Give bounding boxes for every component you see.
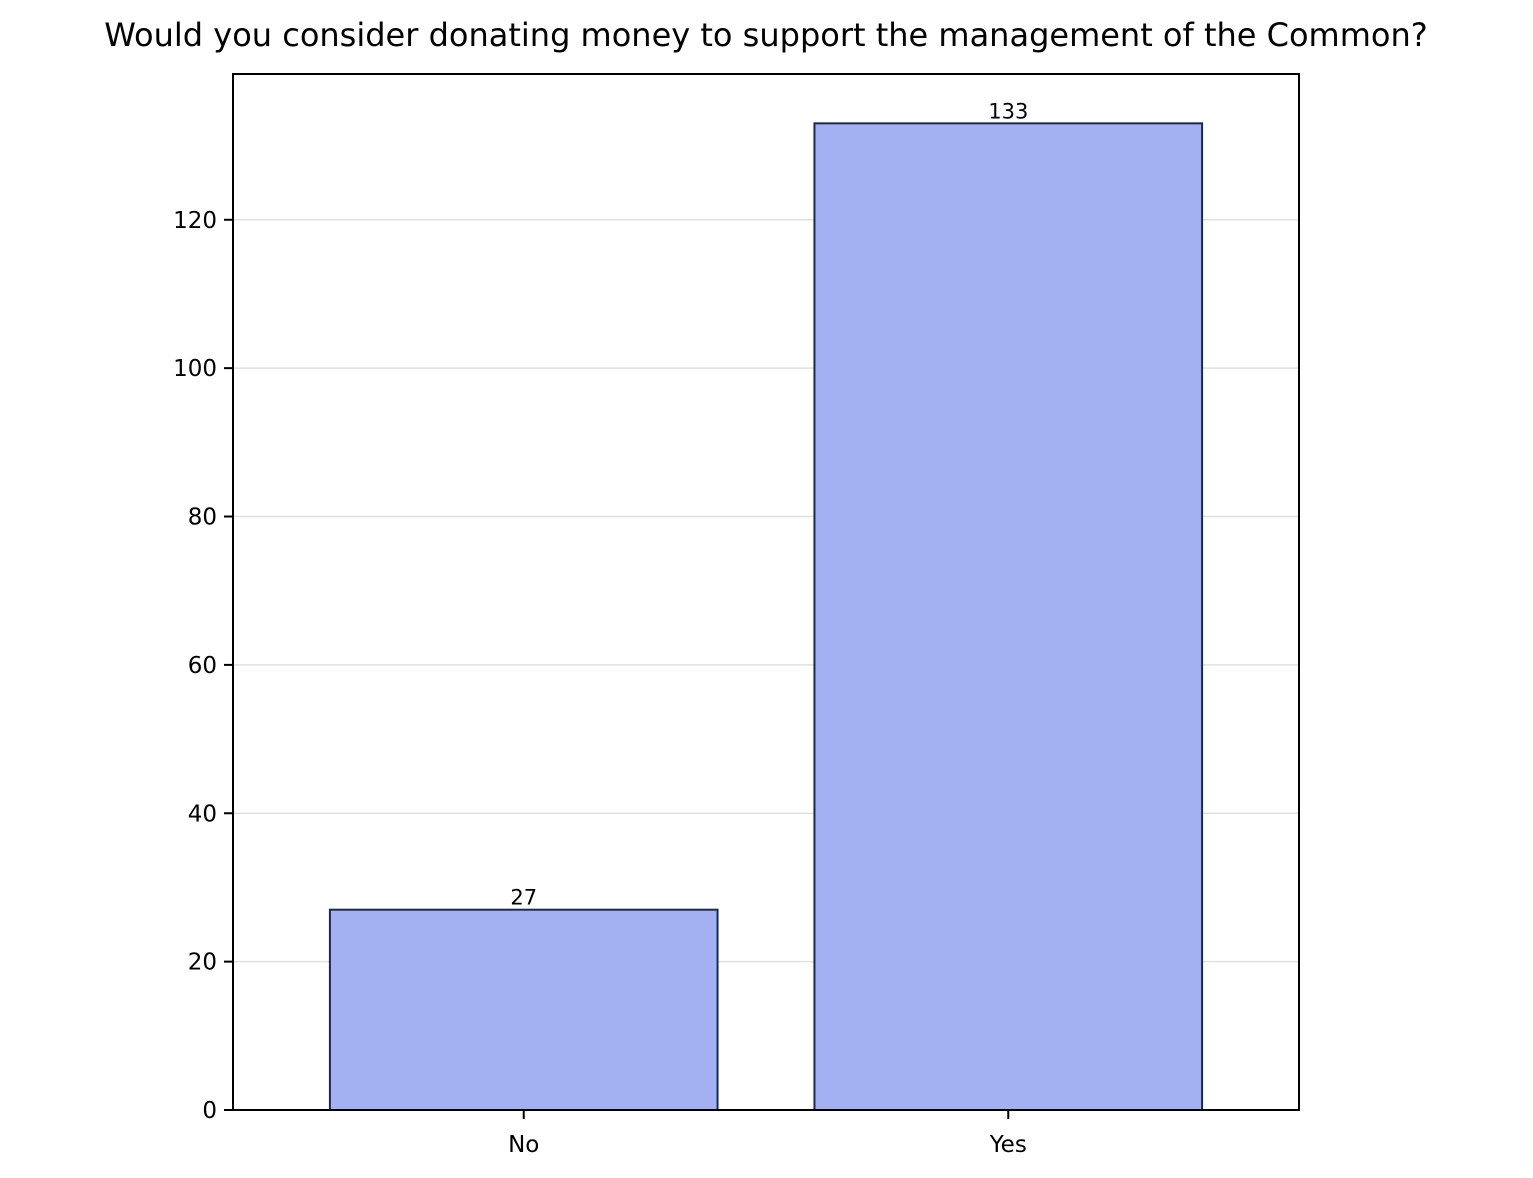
- bar-no: [328, 908, 719, 1111]
- y-tick-label: 80: [188, 505, 217, 531]
- y-tick-label: 40: [188, 801, 217, 827]
- bar-yes: [813, 122, 1204, 1112]
- y-axis: 0 20 40 60 80 100 120: [173, 208, 233, 1124]
- x-axis: No Yes: [508, 1110, 1027, 1158]
- chart-title: Would you consider donating money to sup…: [104, 16, 1427, 54]
- plot-frame: [232, 73, 1300, 1111]
- data-label-no: 27: [510, 886, 537, 910]
- y-tick-label: 60: [188, 653, 217, 679]
- x-tick-label-yes: Yes: [989, 1132, 1027, 1158]
- data-labels: 27 133: [510, 99, 1028, 909]
- y-tick-label: 100: [173, 356, 217, 382]
- data-label-yes: 133: [988, 99, 1028, 123]
- y-tick-label: 120: [173, 208, 217, 234]
- bars: [328, 122, 1204, 1112]
- x-tick-label-no: No: [508, 1132, 539, 1158]
- y-tick-label: 20: [188, 950, 217, 976]
- y-tick-label: 0: [202, 1098, 217, 1124]
